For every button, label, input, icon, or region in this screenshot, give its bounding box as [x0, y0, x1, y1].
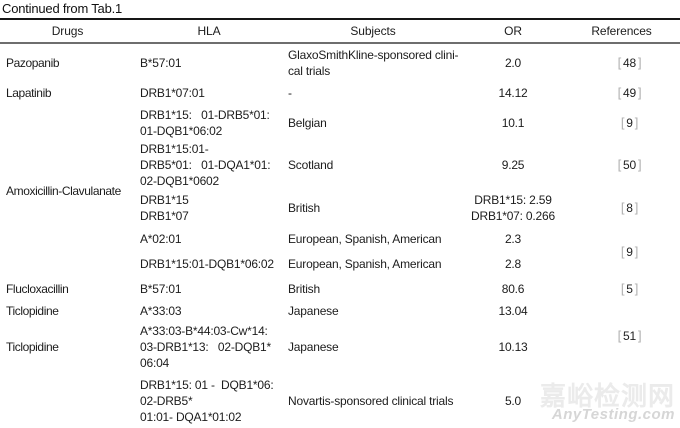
- ref-number: 50: [623, 158, 636, 172]
- subjects-cell: Belgian: [288, 116, 327, 130]
- table-row: Ticlopidine A*33:03 Japanese 13.04 [51]: [0, 300, 680, 343]
- subjects-cell: British: [288, 201, 320, 215]
- col-header-or: OR: [504, 24, 522, 38]
- ref-number: 8: [626, 201, 633, 215]
- drug-cell: Flucloxacillin: [6, 281, 69, 296]
- reference-cell: [49]: [563, 81, 680, 105]
- reference-cell: [8]: [563, 189, 680, 227]
- hla-cell: DRB1*15 DRB1*07: [140, 193, 189, 223]
- ref-close-bracket: ]: [634, 200, 639, 215]
- subjects-cell: GlaxoSmithKline-sponsored clini- cal tri…: [288, 47, 459, 78]
- subjects-cell: British: [288, 281, 320, 296]
- ref-open-bracket: [: [617, 328, 622, 343]
- ref-number: 9: [626, 116, 633, 130]
- or-cell: 80.6: [501, 281, 525, 296]
- table-row: Pazopanib B*57:01 GlaxoSmithKline-sponso…: [0, 43, 680, 81]
- or-cell: 2.8: [504, 257, 522, 271]
- hla-drug-table: Drugs HLA Subjects OR References Pazopan…: [0, 18, 680, 428]
- ref-close-bracket: ]: [637, 328, 642, 343]
- ref-number: 51: [623, 329, 636, 343]
- drug-cell: Lapatinib: [6, 86, 52, 100]
- ref-close-bracket: ]: [637, 54, 642, 70]
- subjects-cell: Scotland: [288, 158, 334, 172]
- table-row: Ticlopidine A*33:03-B*44:03-Cw*14: 03-DR…: [0, 322, 680, 372]
- reference-cell: [48]: [563, 43, 680, 81]
- or-cell: 10.13: [498, 340, 528, 354]
- col-header-subjects: Subjects: [350, 24, 396, 38]
- drug-cell: Ticlopidine: [6, 340, 59, 354]
- or-cell: 5.0: [504, 394, 522, 408]
- or-cell: 2.0: [504, 55, 522, 70]
- subjects-cell: Japanese: [288, 340, 339, 354]
- ref-open-bracket: [: [617, 157, 622, 172]
- hla-cell: B*57:01: [140, 55, 182, 70]
- ref-open-bracket: [: [620, 115, 625, 130]
- table-row: Lapatinib DRB1*07:01 - 14.12 [49]: [0, 81, 680, 105]
- subjects-cell: Novartis-sponsored clinical trials: [288, 394, 454, 408]
- ref-number: 49: [623, 86, 636, 100]
- reference-cell: [9]: [563, 105, 680, 141]
- subjects-cell: Japanese: [288, 304, 339, 318]
- subjects-cell: -: [288, 86, 292, 100]
- or-cell: 14.12: [498, 86, 528, 100]
- table-row: DRB1*15:01- DRB5*01: 01-DQA1*01: 02-DQB1…: [0, 141, 680, 189]
- hla-cell: A*33:03: [140, 304, 182, 318]
- ref-close-bracket: ]: [637, 85, 642, 100]
- hla-cell: DRB1*15: 01 - DQB1*06: 02-DRB5* 01:01- D…: [140, 378, 274, 424]
- reference-cell: [50]: [563, 141, 680, 189]
- hla-cell: B*57:01: [140, 281, 182, 296]
- header-row: Drugs HLA Subjects OR References: [0, 19, 680, 43]
- reference-cell: [5]: [563, 277, 680, 300]
- ref-open-bracket: [: [617, 85, 622, 100]
- ref-open-bracket: [: [620, 244, 625, 259]
- ref-close-bracket: ]: [634, 115, 639, 130]
- hla-cell: A*33:03-B*44:03-Cw*14: 03-DRB1*13: 02-DQ…: [140, 324, 271, 370]
- or-cell: DRB1*15: 2.59 DRB1*07: 0.266: [471, 193, 555, 223]
- ref-close-bracket: ]: [634, 244, 639, 259]
- subjects-cell: European, Spanish, American: [288, 257, 442, 271]
- hla-cell: DRB1*15:01-DQB1*06:02: [140, 257, 274, 271]
- drug-cell: Ticlopidine: [6, 304, 59, 318]
- hla-cell: DRB1*07:01: [140, 86, 205, 100]
- ref-open-bracket: [: [620, 200, 625, 215]
- col-header-references: References: [591, 24, 652, 38]
- table-continued-caption: Continued from Tab.1: [2, 1, 123, 16]
- table-row: A*02:01 European, Spanish, American 2.3 …: [0, 227, 680, 259]
- hla-cell: DRB1*15: 01-DRB5*01: 01-DQB1*06:02: [140, 108, 270, 138]
- ref-open-bracket: [: [620, 280, 625, 296]
- table-row: DRB1*15 DRB1*07 British DRB1*15: 2.59 DR…: [0, 189, 680, 227]
- col-header-hla: HLA: [197, 24, 221, 38]
- or-cell: 13.04: [498, 304, 528, 318]
- or-cell: 10.1: [501, 116, 525, 130]
- drug-cell: Amoxicillin-Clavulanate: [6, 184, 121, 198]
- drug-cell: [0, 372, 135, 428]
- hla-cell: A*02:01: [140, 232, 182, 246]
- ref-number: 9: [626, 245, 633, 259]
- ref-number: 48: [623, 55, 636, 70]
- ref-open-bracket: [: [617, 54, 622, 70]
- ref-number: 5: [626, 281, 633, 296]
- reference-cell: [9]: [563, 227, 680, 277]
- or-cell: 9.25: [501, 158, 525, 172]
- table-row: DRB1*15:01-DQB1*06:02 European, Spanish,…: [0, 251, 680, 277]
- subjects-cell: European, Spanish, American: [288, 232, 442, 246]
- reference-cell: [563, 372, 680, 428]
- table-body: Pazopanib B*57:01 GlaxoSmithKline-sponso…: [0, 43, 680, 428]
- drug-cell: Pazopanib: [6, 55, 60, 70]
- reference-cell: [51]: [563, 300, 680, 372]
- table-row: Amoxicillin-Clavulanate DRB1*15: 01-DRB5…: [0, 105, 680, 198]
- table-row: Flucloxacillin B*57:01 British 80.6 [5]: [0, 277, 680, 300]
- col-header-drugs: Drugs: [51, 24, 84, 38]
- hla-cell: DRB1*15:01- DRB5*01: 01-DQA1*01: 02-DQB1…: [140, 142, 271, 188]
- table-row: DRB1*15: 01 - DQB1*06: 02-DRB5* 01:01- D…: [0, 372, 680, 428]
- ref-close-bracket: ]: [634, 280, 639, 296]
- or-cell: 2.3: [504, 232, 522, 246]
- table-header: Drugs HLA Subjects OR References: [0, 19, 680, 43]
- ref-close-bracket: ]: [637, 157, 642, 172]
